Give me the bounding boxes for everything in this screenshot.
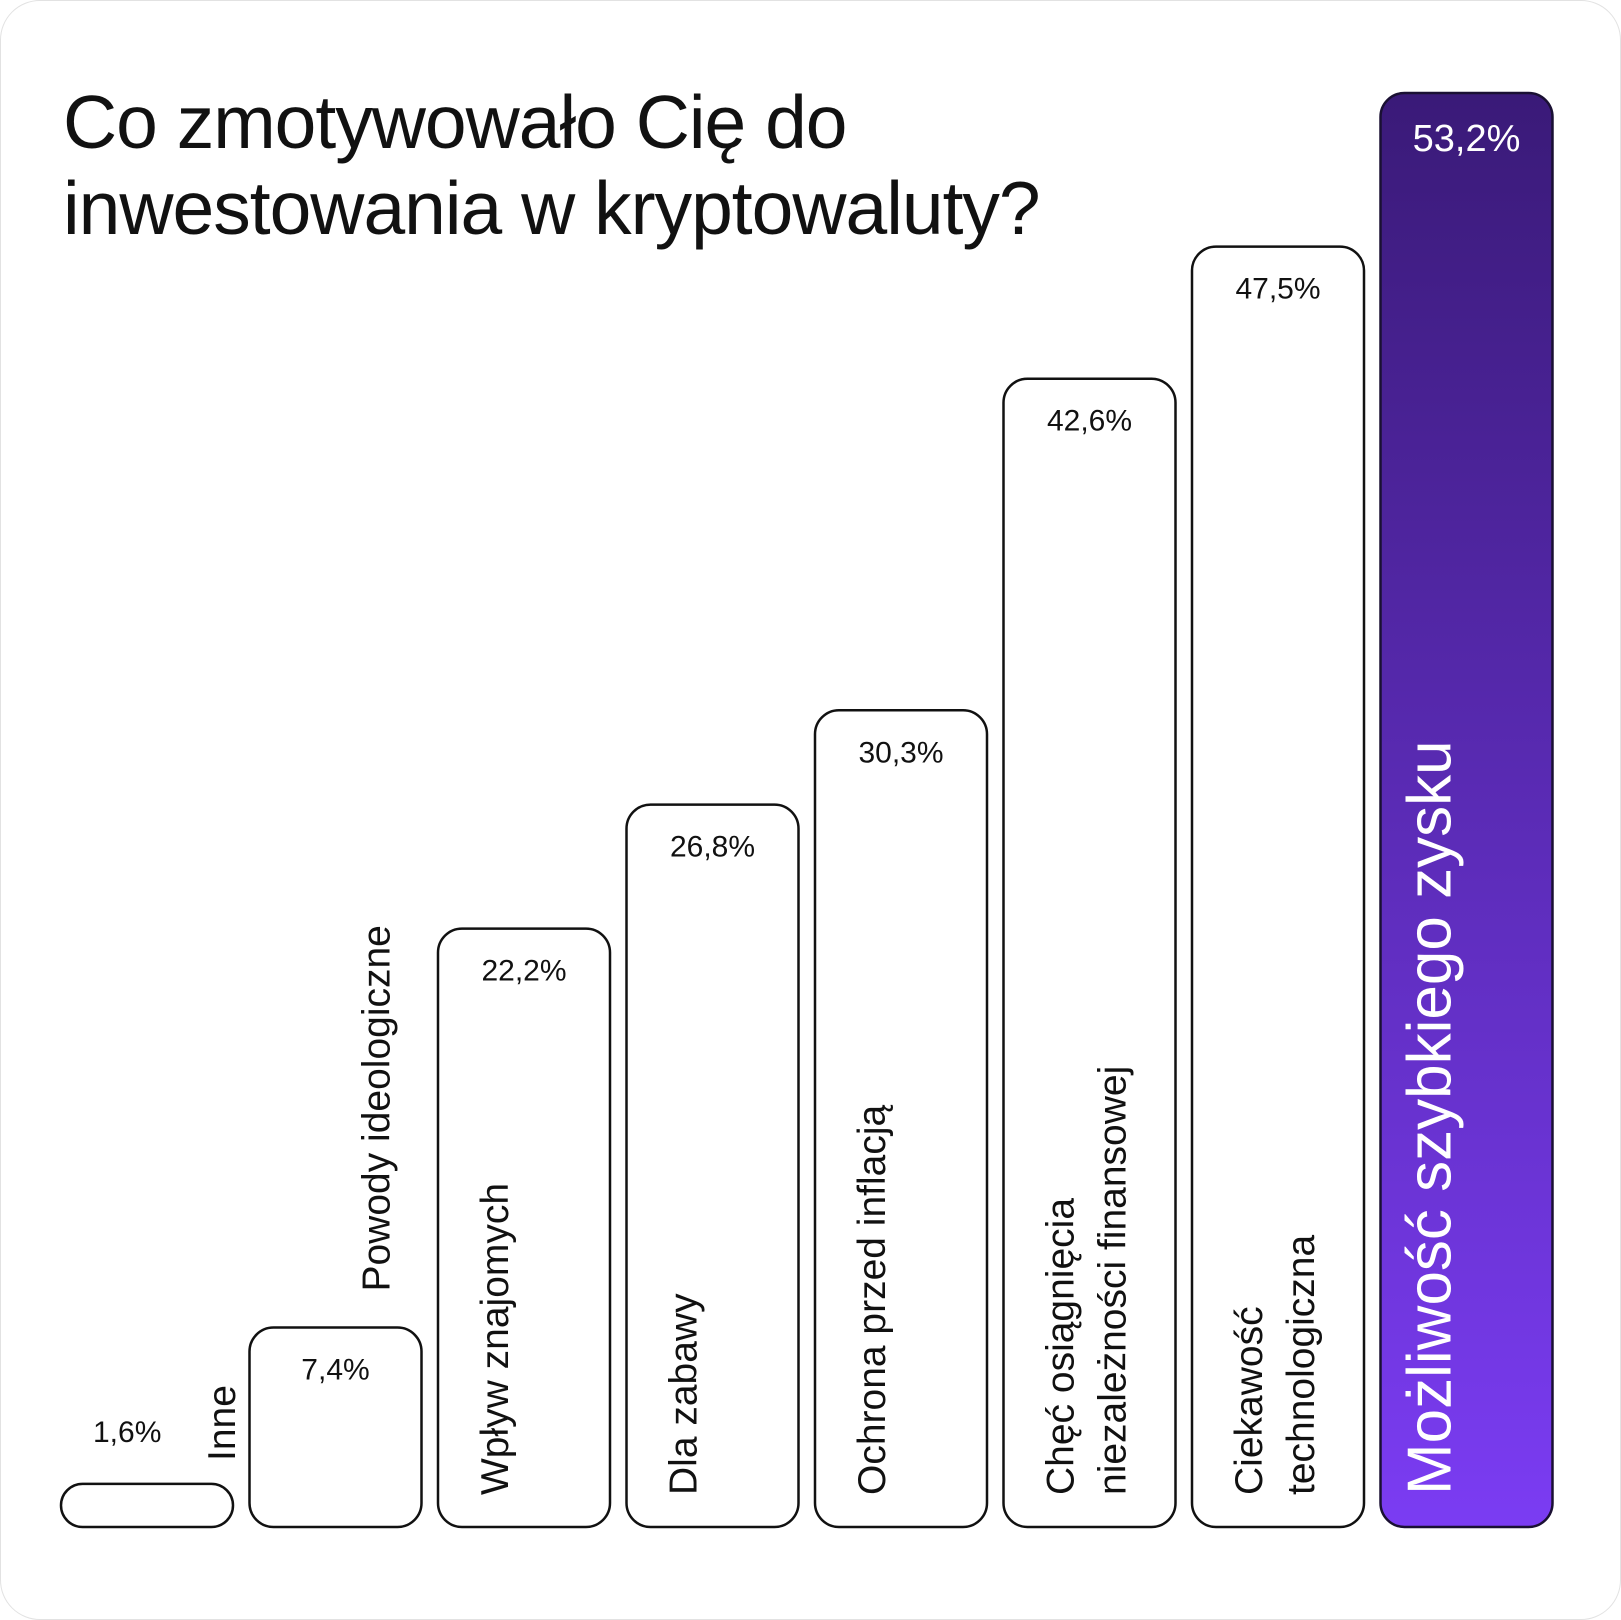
- bar: [248, 1326, 423, 1529]
- category-label: Możliwość szybkiego zysku: [1396, 740, 1465, 1495]
- value-label: 47,5%: [1235, 273, 1320, 306]
- bar-group: 53,2% Możliwość szybkiego zysku: [1379, 91, 1554, 1529]
- category-label: Powody ideologiczne: [356, 925, 399, 1291]
- bar: [1002, 377, 1177, 1529]
- bar-group: 47,5% Ciekawość technologiczna: [1190, 245, 1366, 1529]
- category-label: Chęć osiągnięcia niezależności finansowej: [1040, 1066, 1135, 1495]
- bar: [1190, 245, 1366, 1529]
- bar: [59, 1482, 235, 1529]
- bar-group: 42,6% Chęć osiągnięcia niezależności finan…: [1002, 377, 1177, 1529]
- category-label: Wpływ znajomych: [474, 1183, 517, 1495]
- value-label: 26,8%: [670, 831, 755, 864]
- category-label: Ciekawość technologiczna: [1228, 1235, 1323, 1495]
- bar-group: 22,2% Wpływ znajomych: [436, 927, 612, 1529]
- value-label: 7,4%: [301, 1354, 369, 1387]
- category-label: Inne: [201, 1385, 244, 1461]
- value-label: 42,6%: [1047, 405, 1132, 438]
- category-label: Dla zabawy: [663, 1293, 706, 1495]
- value-label: 53,2%: [1413, 118, 1521, 160]
- category-label: Ochrona przed inflacją: [851, 1104, 894, 1495]
- bar: [1379, 91, 1554, 1529]
- bar: [813, 709, 989, 1529]
- bar-group: 1,6% Inne: [59, 1385, 244, 1529]
- chart-title: Co zmotywowało Cię do inwestowania w kry…: [63, 80, 1041, 250]
- value-label: 30,3%: [858, 736, 943, 769]
- value-label: 22,2%: [481, 955, 566, 988]
- value-label: 1,6%: [93, 1416, 161, 1449]
- bar: [625, 803, 800, 1529]
- bar-group: 7,4% Powody ideologiczne: [248, 925, 423, 1529]
- bar-group: 26,8% Dla zabawy: [625, 803, 800, 1529]
- bar-group: 30,3% Ochrona przed inflacją: [813, 709, 989, 1529]
- bar: [436, 927, 612, 1529]
